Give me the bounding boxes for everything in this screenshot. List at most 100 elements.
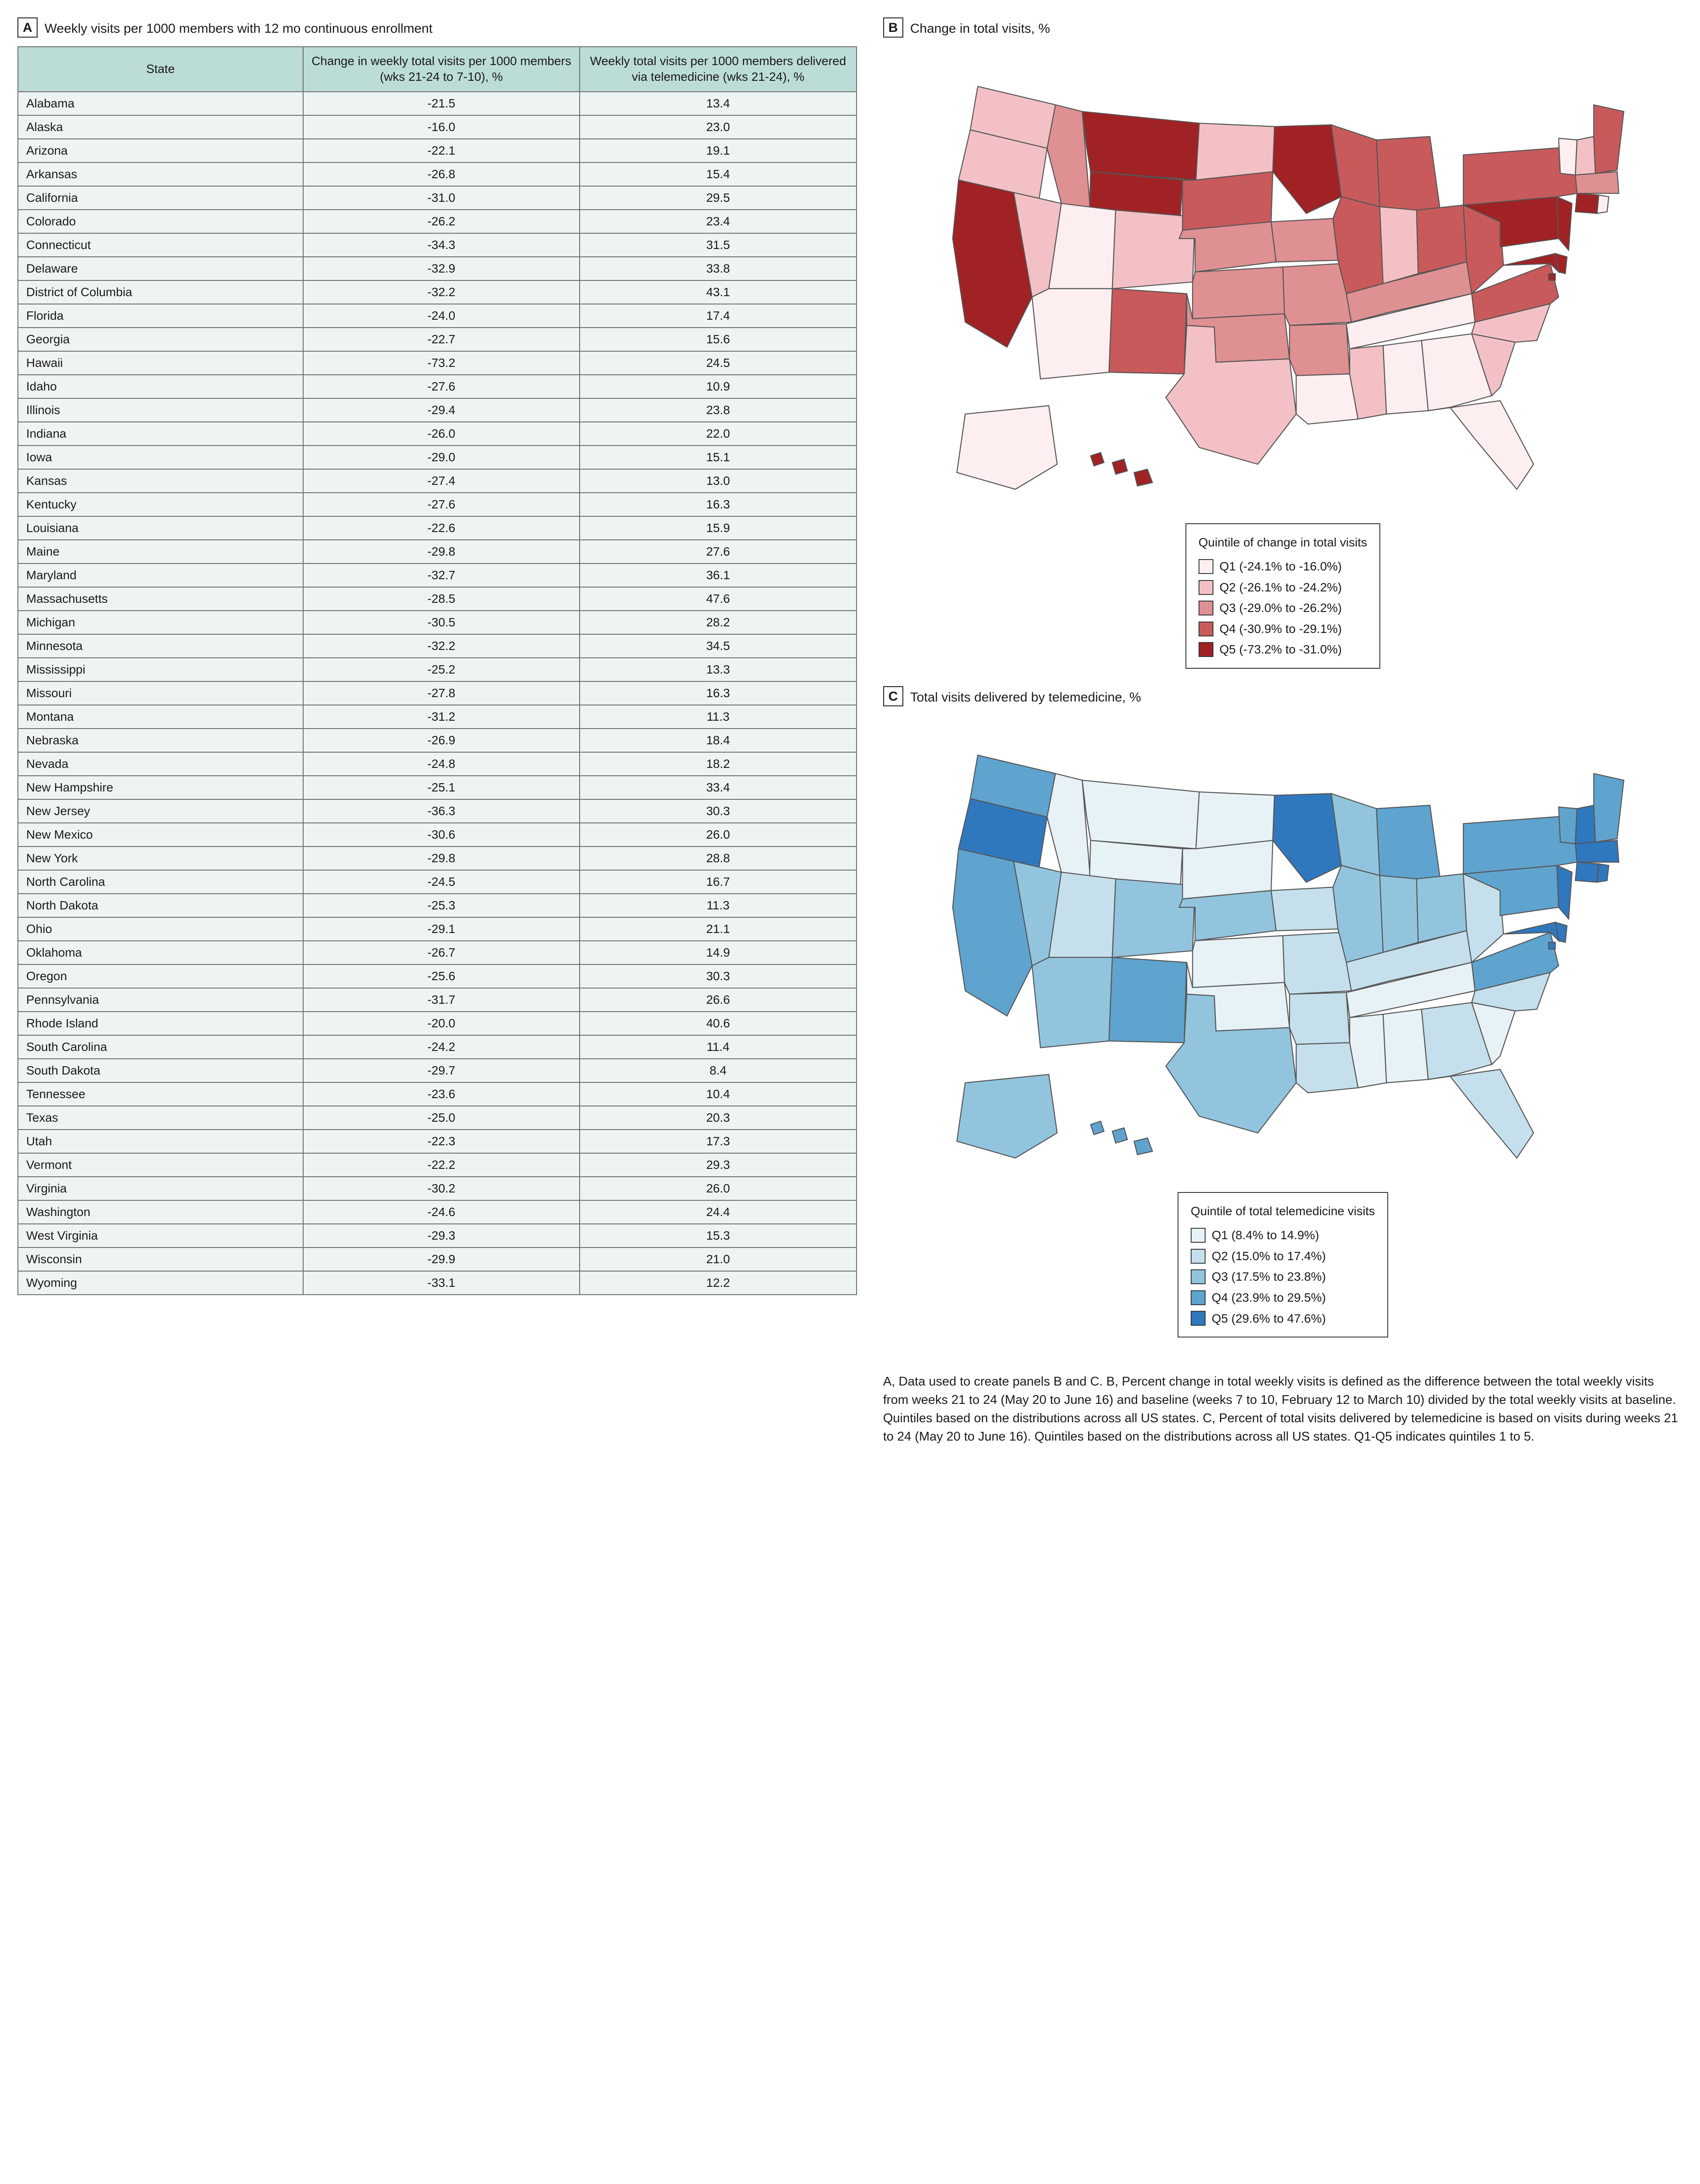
state-nj	[1557, 197, 1572, 250]
table-cell: 18.4	[580, 729, 857, 752]
state-me	[1594, 105, 1624, 173]
table-cell: Vermont	[18, 1153, 303, 1177]
legend-row: Q3 (-29.0% to -26.2%)	[1199, 598, 1367, 619]
table-cell: -22.3	[303, 1130, 580, 1153]
state-mt	[1082, 780, 1199, 849]
state-la	[1296, 374, 1358, 424]
table-row: Washington-24.624.4	[18, 1200, 857, 1224]
table-cell: Alabama	[18, 92, 303, 115]
panel-a-title: A Weekly visits per 1000 members with 12…	[17, 17, 857, 38]
panel-b-title: B Change in total visits, %	[883, 17, 1683, 38]
table-cell: Connecticut	[18, 233, 303, 257]
table-row: Nebraska-26.918.4	[18, 729, 857, 752]
table-cell: 15.9	[580, 516, 857, 540]
table-row: Arizona-22.119.1	[18, 139, 857, 162]
table-cell: 11.4	[580, 1035, 857, 1059]
table-cell: North Carolina	[18, 870, 303, 894]
legend-row: Q1 (8.4% to 14.9%)	[1191, 1225, 1375, 1246]
table-row: Minnesota-32.234.5	[18, 634, 857, 658]
state-mi	[1376, 137, 1440, 214]
table-row: Nevada-24.818.2	[18, 752, 857, 776]
table-cell: 27.6	[580, 540, 857, 563]
state-in	[1380, 207, 1418, 283]
legend-label: Q3 (-29.0% to -26.2%)	[1220, 598, 1342, 619]
table-cell: -20.0	[303, 1012, 580, 1035]
table-row: Iowa-29.015.1	[18, 446, 857, 469]
table-cell: -16.0	[303, 115, 580, 139]
table-cell: 15.1	[580, 446, 857, 469]
legend-swatch	[1199, 642, 1213, 657]
table-cell: 24.5	[580, 351, 857, 375]
state-ak	[957, 1075, 1057, 1158]
table-cell: -28.5	[303, 587, 580, 611]
legend-swatch	[1191, 1311, 1206, 1326]
table-row: Vermont-22.229.3	[18, 1153, 857, 1177]
table-cell: 13.0	[580, 469, 857, 493]
table-cell: Pennsylvania	[18, 988, 303, 1012]
table-cell: 17.3	[580, 1130, 857, 1153]
table-cell: 13.4	[580, 92, 857, 115]
legend-label: Q3 (17.5% to 23.8%)	[1212, 1266, 1326, 1287]
map-c	[915, 715, 1651, 1183]
panel-b: B Change in total visits, % Quintile of …	[883, 17, 1683, 669]
table-cell: 10.4	[580, 1082, 857, 1106]
table-cell: 17.4	[580, 304, 857, 328]
table-row: Ohio-29.121.1	[18, 917, 857, 941]
panel-a-title-text: Weekly visits per 1000 members with 12 m…	[45, 17, 432, 37]
table-cell: -23.6	[303, 1082, 580, 1106]
table-cell: -29.7	[303, 1059, 580, 1082]
table-cell: 29.5	[580, 186, 857, 210]
table-cell: 10.9	[580, 375, 857, 398]
table-cell: 11.3	[580, 705, 857, 729]
table-cell: West Virginia	[18, 1224, 303, 1248]
table-cell: -73.2	[303, 351, 580, 375]
table-row: Louisiana-22.615.9	[18, 516, 857, 540]
table-row: Rhode Island-20.040.6	[18, 1012, 857, 1035]
table-cell: 30.3	[580, 964, 857, 988]
table-cell: 26.6	[580, 988, 857, 1012]
table-cell: -31.7	[303, 988, 580, 1012]
table-cell: Colorado	[18, 210, 303, 233]
table-cell: -32.2	[303, 634, 580, 658]
state-ks	[1192, 936, 1284, 988]
table-row: Kansas-27.413.0	[18, 469, 857, 493]
table-cell: -24.0	[303, 304, 580, 328]
legend-label: Q1 (8.4% to 14.9%)	[1212, 1225, 1319, 1246]
table-cell: -24.8	[303, 752, 580, 776]
state-nm	[1109, 289, 1187, 374]
table-cell: 43.1	[580, 280, 857, 304]
state-ar	[1289, 992, 1350, 1044]
state-hi	[1091, 453, 1153, 486]
table-row: West Virginia-29.315.3	[18, 1224, 857, 1248]
legend-swatch	[1199, 580, 1213, 595]
table-cell: 16.7	[580, 870, 857, 894]
legend-swatch	[1191, 1228, 1206, 1243]
state-nd	[1196, 123, 1275, 180]
table-cell: -25.6	[303, 964, 580, 988]
table-cell: -29.0	[303, 446, 580, 469]
state-nh	[1576, 137, 1596, 175]
table-row: Oklahoma-26.714.9	[18, 941, 857, 964]
table-cell: -25.3	[303, 894, 580, 917]
legend-title: Quintile of total telemedicine visits	[1191, 1201, 1375, 1222]
table-row: Missouri-27.816.3	[18, 681, 857, 705]
table-cell: Montana	[18, 705, 303, 729]
table-row: Colorado-26.223.4	[18, 210, 857, 233]
table-row: Alabama-21.513.4	[18, 92, 857, 115]
state-mt	[1082, 111, 1199, 180]
table-cell: -24.2	[303, 1035, 580, 1059]
table-cell: Illinois	[18, 398, 303, 422]
table-cell: -26.2	[303, 210, 580, 233]
table-cell: 34.5	[580, 634, 857, 658]
table-cell: Utah	[18, 1130, 303, 1153]
state-oh	[1417, 874, 1467, 943]
table-row: South Dakota-29.78.4	[18, 1059, 857, 1082]
table-cell: -30.6	[303, 823, 580, 847]
table-row: New Jersey-36.330.3	[18, 799, 857, 823]
state-dc	[1548, 273, 1555, 280]
table-cell: Kansas	[18, 469, 303, 493]
table-cell: Kentucky	[18, 493, 303, 516]
table-cell: New Mexico	[18, 823, 303, 847]
state-az	[1032, 957, 1113, 1048]
table-cell: New Jersey	[18, 799, 303, 823]
